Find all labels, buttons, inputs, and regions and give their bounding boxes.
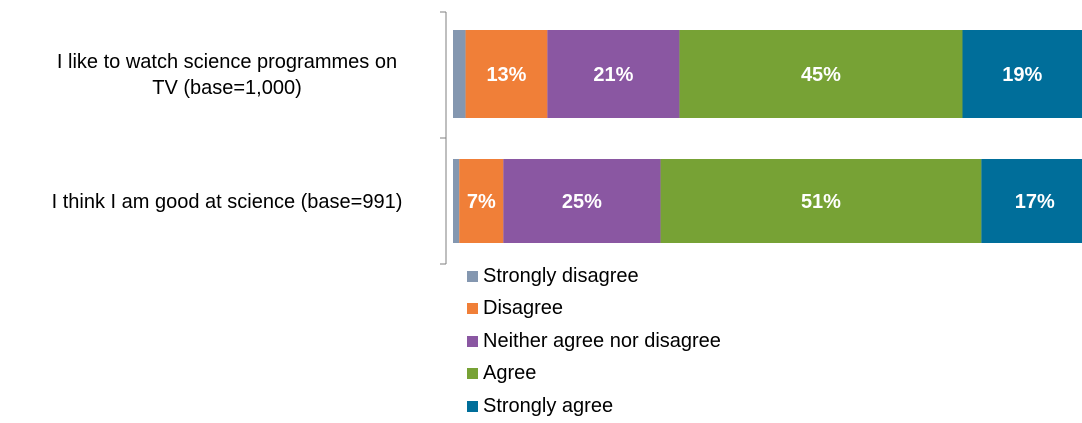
legend-label: Strongly agree [483,394,614,417]
legend-swatch [467,303,478,315]
legend-swatch [467,400,478,412]
bar-segment [547,30,680,118]
legend-label: Agree [483,362,537,385]
bar-segment [503,159,661,243]
bar-segment [981,159,1082,243]
legend-label: Disagree [483,297,564,320]
legend-swatch [467,368,478,380]
category-label: I think I am good at science (base=991) [52,191,403,213]
bar-segment [459,159,504,243]
bar-segment [465,30,548,118]
legend-label: Strongly disagree [483,264,639,287]
bar-segment [453,30,466,118]
data-label: 17% [1015,191,1055,213]
legend-item: Agree [467,358,721,391]
legend-item: Strongly disagree [467,260,721,293]
bar-segment [453,159,460,243]
category-label: TV (base=1,000) [152,77,302,99]
legend-label: Neither agree nor disagree [483,329,721,352]
data-label: 7% [467,191,496,213]
bar-segment [679,30,963,118]
legend-swatch [467,335,478,347]
data-label: 19% [1002,64,1042,86]
legend: Strongly disagree Disagree Neither agree n… [467,260,721,423]
category-label: I like to watch science programmes on [57,51,397,73]
category-labels: I like to watch science programmes on TV … [52,51,403,213]
category-axis [440,11,447,265]
bar-segment [962,30,1082,118]
legend-item: Neither agree nor disagree [467,325,721,358]
data-label: 21% [593,64,633,86]
data-label: 13% [486,64,526,86]
bar-segment [660,159,982,243]
legend-item: Strongly agree [467,390,721,423]
data-label: 45% [801,64,841,86]
data-label: 51% [801,191,841,213]
bars: 13% 21% 45% 19% 7% 25% 51% 17% [453,30,1082,243]
legend-item: Disagree [467,293,721,326]
legend-swatch [467,270,478,282]
data-label: 25% [562,191,602,213]
